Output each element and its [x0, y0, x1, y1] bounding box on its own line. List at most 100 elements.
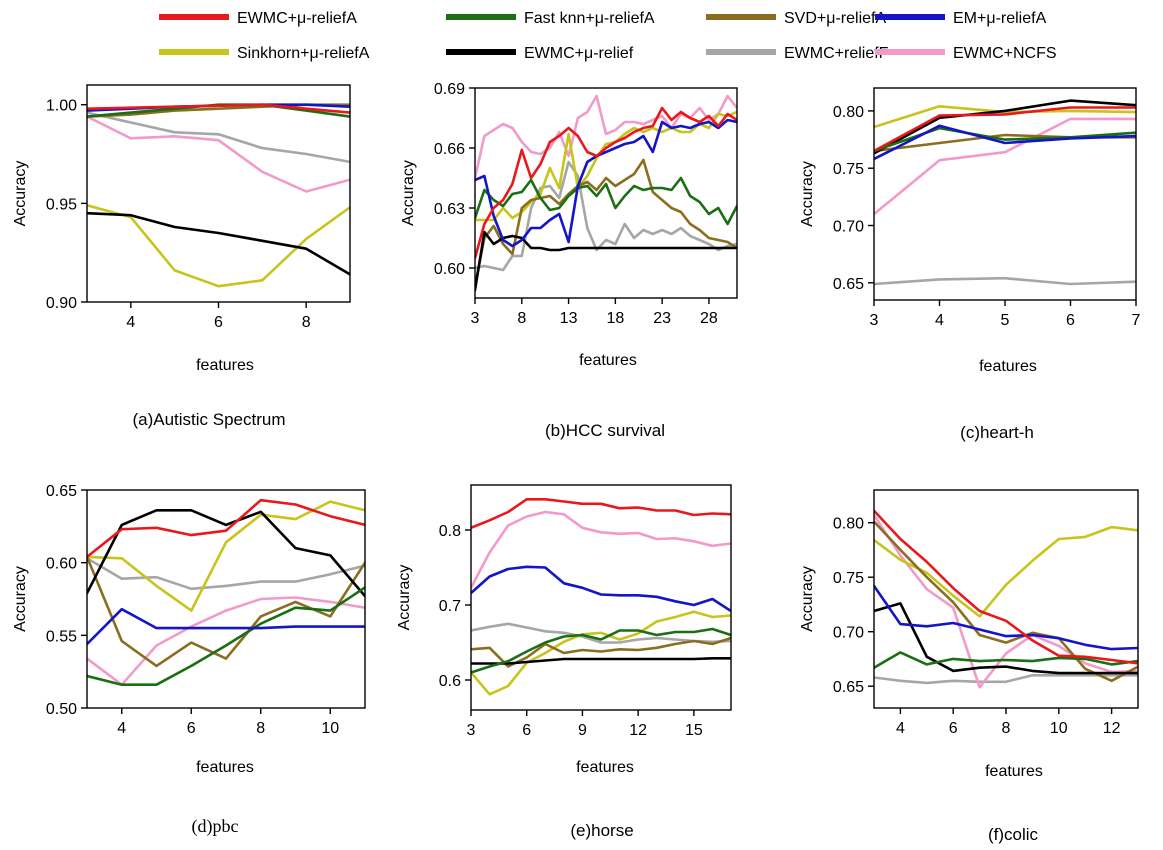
y-axis-label: Accuracy [799, 161, 816, 227]
series-group [87, 498, 365, 687]
x-tick-label: 6 [1066, 312, 1075, 329]
series-line [874, 584, 1138, 651]
series-line [471, 622, 731, 644]
y-tick-label: 0.80 [833, 104, 864, 121]
y-tick-label: 0.66 [434, 141, 465, 158]
chart-panel: 4 6 8 10 0.50 0.55 0.60 0.65 Accuracy features (d)… [12, 483, 366, 837]
series-line [874, 106, 1136, 153]
legend-label: EWMC+reliefF [784, 45, 889, 62]
x-axis-label: features [196, 759, 254, 776]
series-line [87, 556, 365, 591]
series-line [471, 497, 731, 530]
x-axis-label: features [576, 759, 634, 776]
x-tick-label: 28 [700, 310, 718, 327]
y-axis-label: Accuracy [396, 565, 413, 631]
y-tick-label: 0.75 [833, 161, 864, 178]
legend-label: EWMC+μ-reliefA [237, 10, 357, 27]
x-tick-label: 4 [935, 312, 944, 329]
legend: EWMC+μ-reliefA Fast knn+μ-reliefA SVD+μ-re… [159, 10, 1057, 62]
x-tick-label: 23 [653, 310, 671, 327]
series-line [874, 105, 1136, 129]
x-tick-label: 10 [321, 720, 339, 737]
x-tick-label: 4 [126, 314, 135, 331]
chart-panel: 4 6 8 0.90 0.95 1.00 Accuracy features (a)Autist… [12, 84, 351, 429]
panel-caption: (f)colic [988, 825, 1039, 844]
series-group [475, 94, 737, 292]
x-tick-label: 18 [606, 310, 624, 327]
series-line [87, 498, 365, 559]
legend-label: EWMC+μ-relief [524, 45, 634, 62]
x-tick-label: 3 [870, 312, 879, 329]
legend-label: EM+μ-reliefA [953, 10, 1047, 27]
y-axis-label: Accuracy [799, 566, 816, 632]
series-line [874, 651, 1138, 670]
x-tick-label: 8 [1002, 720, 1011, 737]
panel-caption: (d)pbc [192, 816, 239, 837]
x-axis-label: features [196, 357, 254, 374]
series-line [87, 607, 365, 646]
series-line [475, 94, 737, 180]
x-axis-label: features [985, 763, 1043, 780]
series-line [471, 656, 731, 665]
series-line [87, 204, 350, 288]
series-line [874, 509, 1138, 665]
x-tick-label: 6 [214, 314, 223, 331]
y-tick-label: 0.60 [46, 556, 77, 573]
series-group [874, 509, 1138, 689]
panel-caption: (b)HCC survival [545, 421, 665, 440]
x-tick-label: 6 [187, 720, 196, 737]
x-tick-label: 8 [517, 310, 526, 327]
x-tick-label: 15 [685, 722, 703, 739]
legend-entry: EM+μ-reliefA [875, 10, 1047, 27]
x-tick-label: 5 [1001, 312, 1010, 329]
series-line [471, 610, 731, 696]
y-tick-label: 0.50 [46, 701, 77, 718]
y-tick-label: 0.63 [434, 201, 465, 218]
plot-frame [86, 489, 366, 709]
y-axis-label: Accuracy [400, 160, 417, 226]
x-tick-label: 4 [117, 720, 126, 737]
series-line [87, 115, 350, 193]
series-line [874, 602, 1138, 675]
legend-entry: EWMC+reliefF [706, 45, 889, 62]
series-line [475, 110, 737, 222]
series-line [874, 673, 1138, 685]
y-tick-label: 0.70 [833, 219, 864, 236]
y-tick-label: 0.75 [833, 570, 864, 587]
y-tick-label: 0.7 [439, 598, 461, 615]
x-tick-label: 9 [578, 722, 587, 739]
series-line [475, 230, 737, 292]
series-line [471, 565, 731, 613]
legend-entry: SVD+μ-reliefA [706, 10, 886, 27]
legend-entry: Sinkhorn+μ-reliefA [159, 45, 370, 62]
x-tick-label: 6 [949, 720, 958, 737]
legend-entry: EWMC+μ-relief [446, 45, 634, 62]
series-line [87, 596, 365, 687]
panel-caption: (e)horse [570, 821, 633, 840]
x-tick-label: 12 [629, 722, 647, 739]
legend-label: Sinkhorn+μ-reliefA [237, 45, 370, 62]
series-line [475, 158, 737, 288]
x-tick-label: 8 [302, 314, 311, 331]
y-tick-label: 0.95 [46, 196, 77, 213]
legend-label: Fast knn+μ-reliefA [524, 10, 655, 27]
series-line [475, 118, 737, 248]
x-axis-label: features [579, 352, 637, 369]
y-tick-label: 0.6 [439, 673, 461, 690]
y-tick-label: 0.65 [833, 679, 864, 696]
plot-frame [474, 87, 738, 299]
y-tick-label: 1.00 [46, 98, 77, 115]
series-group [874, 99, 1136, 286]
series-line [874, 276, 1136, 286]
series-group [87, 103, 350, 288]
y-axis-label: Accuracy [12, 566, 29, 632]
y-tick-label: 0.55 [46, 628, 77, 645]
series-line [87, 500, 365, 612]
series-line [874, 124, 1136, 161]
x-tick-label: 8 [256, 720, 265, 737]
series-line [874, 117, 1136, 216]
y-tick-label: 0.8 [439, 523, 461, 540]
series-line [87, 508, 365, 598]
plot-frame [86, 84, 351, 303]
